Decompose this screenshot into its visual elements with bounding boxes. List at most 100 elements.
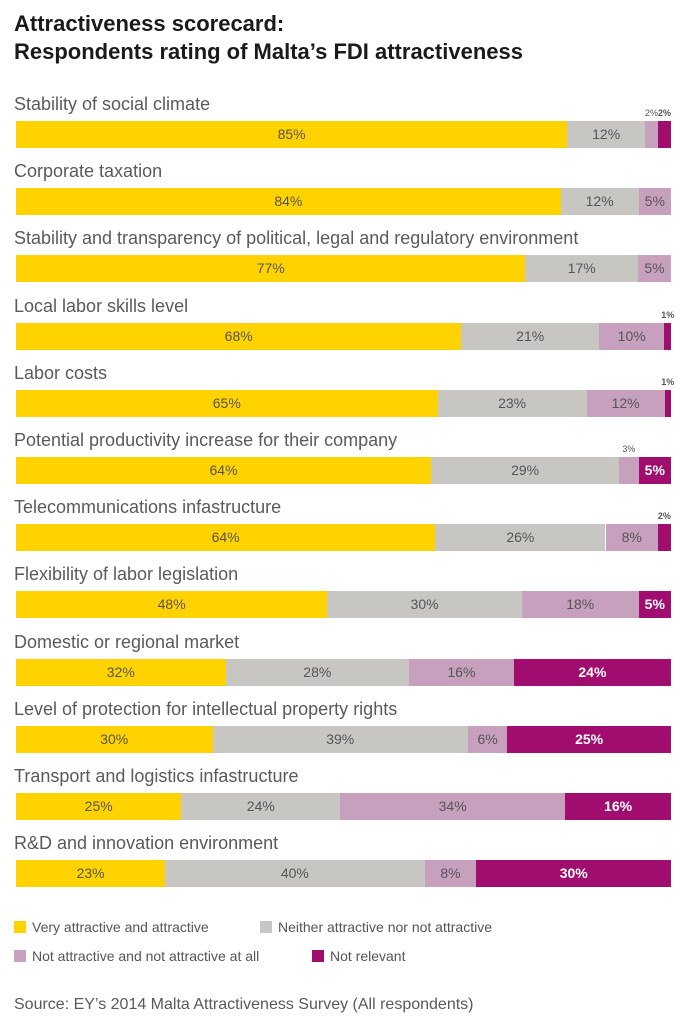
category-label: Local labor skills level (14, 295, 189, 316)
legend-item: Not attractive and not attractive at all (14, 948, 259, 964)
category-label: Domestic or regional market (14, 631, 240, 652)
data-label: 16% (604, 798, 633, 814)
legend-item: Neither attractive nor not attractive (260, 919, 492, 935)
data-label: 64% (209, 462, 238, 478)
data-label: 34% (438, 798, 467, 814)
category-label: Level of protection for intellectual pro… (14, 698, 398, 719)
data-label: 5% (644, 193, 665, 210)
bar-row: 25% 24% 34% 16% (16, 793, 671, 820)
bar-segment (340, 793, 566, 820)
bar-segment (476, 860, 671, 888)
bar-segment (424, 860, 477, 888)
data-label: 24% (246, 798, 275, 814)
bar-segment (16, 860, 166, 888)
bar-segment (327, 591, 522, 619)
bar-segment (560, 188, 639, 216)
bar-segment (638, 457, 671, 484)
data-label: 26% (506, 529, 535, 546)
category-label: Corporate taxation (14, 161, 163, 182)
data-label: 32% (106, 663, 135, 680)
data-label: 48% (157, 596, 186, 613)
legend-item: Very attractive and attractive (14, 919, 209, 935)
bar-segment (16, 793, 182, 820)
data-label: 1% (661, 376, 675, 387)
bar-segment (16, 188, 561, 216)
bar-segment (165, 860, 425, 888)
category-label: Labor costs (14, 362, 108, 383)
legend-swatch (14, 950, 26, 962)
legend-label: Neither attractive nor not attractive (278, 919, 492, 935)
chart-title: Attractiveness scorecard: Respondents ra… (14, 10, 523, 66)
bar-segment (16, 524, 436, 552)
bar-segment (16, 121, 568, 148)
data-label: 12% (585, 193, 614, 210)
legend-item: Not relevant (312, 948, 405, 964)
category-label: Transport and logistics infastructure (14, 766, 299, 786)
bar-segment (598, 322, 665, 350)
data-label: 2% (657, 511, 671, 522)
bar-row: 30% 39% 6% 25% (16, 725, 671, 753)
data-label: 1% (661, 309, 675, 320)
bar-segment (638, 188, 671, 216)
data-label: 30% (410, 596, 439, 613)
bar-segment (619, 457, 639, 484)
data-label: 18% (566, 596, 595, 613)
data-label: 23% (498, 394, 527, 411)
bar-row: 32% 28% 16% 24% (16, 658, 671, 686)
data-label: 65% (212, 394, 241, 411)
legend-label: Not relevant (330, 948, 406, 964)
bar-segment (521, 591, 639, 619)
bar-segment (513, 658, 671, 686)
data-label: 40% (280, 865, 309, 882)
data-label: 77% (256, 260, 285, 277)
bar-segment (658, 121, 671, 148)
bar-segment (437, 389, 587, 417)
legend-label: Not attractive and not attractive at all (32, 948, 260, 964)
data-label: 8% (621, 529, 642, 546)
chart-title-line-2: Respondents rating of Malta’s FDI attrac… (14, 39, 523, 64)
bar-segment (525, 255, 638, 283)
bar-segment (664, 322, 671, 350)
data-label: 2% (657, 108, 672, 118)
data-label: 30% (559, 865, 588, 882)
category-label: R&D and innovation environment (14, 833, 279, 854)
bar-segment (16, 725, 213, 753)
bar-row: 68% 21% 10% 1% (16, 310, 674, 350)
data-label: 12% (592, 126, 621, 142)
data-label: 64% (211, 529, 240, 546)
bar-segment (567, 121, 646, 148)
bar-segment (645, 121, 659, 148)
bar-row: 64% 29% 3% 5% (16, 444, 671, 484)
bar-segment (507, 725, 671, 753)
data-label: 6% (477, 730, 498, 747)
data-label: 39% (326, 730, 355, 747)
bar-segment (431, 457, 620, 484)
bar-segment (16, 457, 432, 484)
bar-segment (637, 255, 671, 283)
data-label: 23% (76, 865, 105, 882)
data-label: 16% (447, 663, 476, 680)
data-label: 3% (622, 444, 636, 454)
bar-row: 84% 12% 5% (16, 188, 671, 216)
data-label: 85% (277, 126, 306, 142)
bar-segment (409, 658, 514, 686)
bar-row: 85% 12% 2% 2% (16, 108, 671, 148)
bar-row: 65% 23% 12% 1% (16, 377, 674, 417)
bar-segment (657, 524, 671, 552)
bar-segment (435, 524, 606, 552)
category-label: Stability and transparency of political,… (14, 228, 579, 249)
data-label: 24% (578, 663, 607, 680)
data-label: 21% (516, 327, 545, 344)
data-label: 30% (100, 730, 129, 747)
data-label: 68% (224, 327, 253, 344)
bar-segment (638, 591, 671, 619)
legend-swatch (312, 950, 324, 962)
source-note: Source: EY’s 2014 Malta Attractiveness S… (14, 996, 474, 1013)
bar-segment (16, 591, 328, 619)
data-label: 25% (575, 730, 604, 747)
bar-segment (586, 389, 665, 417)
bar-segment (664, 389, 671, 417)
data-label: 5% (644, 462, 665, 478)
bar-segment (181, 793, 341, 820)
bar-segment (461, 322, 599, 350)
